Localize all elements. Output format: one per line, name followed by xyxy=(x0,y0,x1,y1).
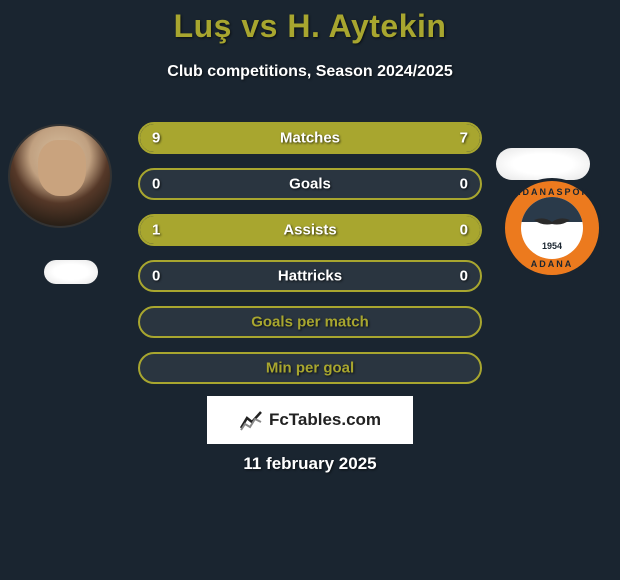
subtitle: Club competitions, Season 2024/2025 xyxy=(0,63,620,81)
club-left-pill xyxy=(44,260,98,284)
stat-label: Assists xyxy=(283,222,336,239)
value-right: 0 xyxy=(460,176,468,193)
page-title: Luş vs H. Aytekin xyxy=(0,8,620,45)
stat-row-hattricks: 0 Hattricks 0 xyxy=(138,260,482,292)
bar-right xyxy=(330,124,480,152)
value-left: 9 xyxy=(152,130,160,147)
stat-row-assists: 1 Assists 0 xyxy=(138,214,482,246)
value-left: 1 xyxy=(152,222,160,239)
badge-text-top: ADANASPOR xyxy=(505,187,599,197)
stat-label: Matches xyxy=(280,130,340,147)
brand-logo[interactable]: FcTables.com xyxy=(207,396,413,444)
value-right: 0 xyxy=(460,222,468,239)
eagle-icon xyxy=(532,216,572,230)
stat-row-matches: 9 Matches 7 xyxy=(138,122,482,154)
value-left: 0 xyxy=(152,176,160,193)
infographic-container: Luş vs H. Aytekin Club competitions, Sea… xyxy=(0,0,620,580)
brand-text: FcTables.com xyxy=(269,410,381,430)
stat-label: Min per goal xyxy=(266,360,354,377)
value-right: 7 xyxy=(460,130,468,147)
club-right-badge: ADANASPOR 1954 ADANA xyxy=(502,178,602,278)
stat-label: Goals xyxy=(289,176,331,193)
club-right-pill xyxy=(496,148,590,180)
badge-year: 1954 xyxy=(542,241,562,251)
stat-row-mpg: Min per goal xyxy=(138,352,482,384)
stat-label: Goals per match xyxy=(251,314,369,331)
value-left: 0 xyxy=(152,268,160,285)
chart-icon xyxy=(239,408,263,432)
badge-inner: 1954 xyxy=(521,197,583,259)
badge-text-bottom: ADANA xyxy=(505,259,599,269)
stats-area: 9 Matches 7 0 Goals 0 1 Assists 0 0 Hatt… xyxy=(138,122,482,398)
value-right: 0 xyxy=(460,268,468,285)
stat-label: Hattricks xyxy=(278,268,342,285)
stat-row-goals: 0 Goals 0 xyxy=(138,168,482,200)
date-text: 11 february 2025 xyxy=(0,454,620,474)
stat-row-gpm: Goals per match xyxy=(138,306,482,338)
player-left-photo xyxy=(8,124,112,228)
